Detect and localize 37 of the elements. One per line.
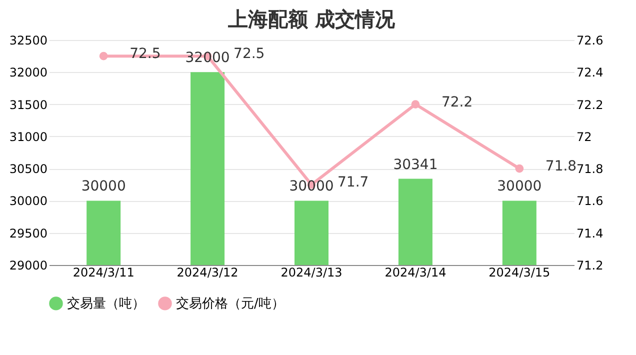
data-label: 72.5 [130,46,161,62]
y-tick-label: 29000 [9,258,48,272]
chart-title: 上海配额 成交情况 [227,7,396,31]
x-tick-label: 2024/3/12 [176,266,238,280]
data-label: 30341 [393,156,438,173]
y-tick-label: 31500 [9,98,48,112]
y-tick-label: 31000 [9,130,48,144]
y2-tick-label: 72.4 [576,66,604,80]
data-label: 32000 [185,50,230,66]
y-tick-label: 32500 [9,34,48,48]
point [411,100,420,108]
legend-label: 交易量（吨） [67,295,145,312]
x-tick-label: 2024/3/11 [72,266,134,280]
data-label: 30000 [497,178,542,195]
y2-tick-label: 72.2 [576,98,604,112]
x-tick-label: 2024/3/13 [280,266,342,280]
data-label: 72.2 [441,94,473,110]
y2-tick-label: 71.6 [576,194,604,208]
data-label: 30000 [81,178,126,195]
y-tick-label: 30000 [9,194,48,208]
y-tick-label: 32000 [9,66,48,80]
data-label: 72.5 [234,46,265,62]
legend-label: 交易价格（元/吨） [176,295,284,312]
y2-tick-label: 72 [576,130,592,144]
y2-tick-label: 71.8 [576,162,604,176]
y-tick-label: 29500 [9,226,48,240]
y2-tick-label: 72.6 [576,34,604,48]
y-tick-label: 30500 [9,162,48,176]
data-label: 30000 [289,178,334,195]
x-tick-label: 2024/3/15 [488,266,550,280]
point [515,164,524,173]
point [99,52,108,60]
y2-tick-label: 71.4 [576,226,604,240]
y2-tick-label: 71.2 [576,258,604,272]
data-label: 71.7 [338,174,369,191]
x-tick-label: 2024/3/14 [384,266,446,280]
data-label: 71.8 [545,158,577,175]
